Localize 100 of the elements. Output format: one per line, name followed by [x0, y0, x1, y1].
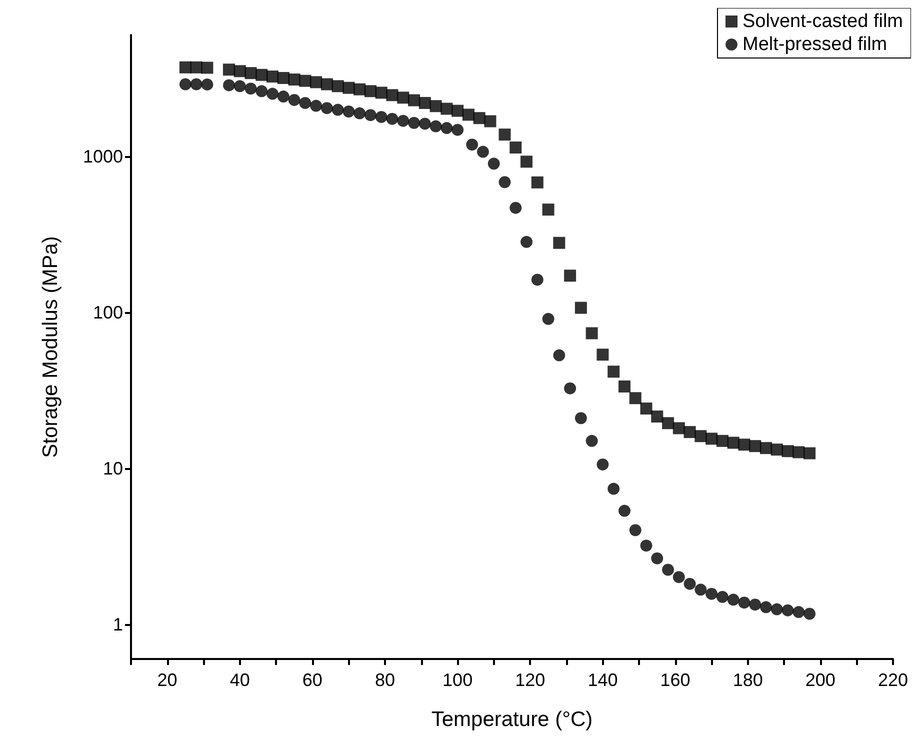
point [629, 524, 642, 536]
point [288, 94, 300, 106]
point [749, 598, 762, 611]
point [462, 108, 474, 121]
point [430, 120, 442, 132]
point [520, 236, 533, 248]
point [694, 430, 707, 442]
point [760, 442, 772, 454]
point [662, 564, 674, 576]
point [770, 603, 783, 616]
point [531, 176, 544, 188]
x-tick-label: 140 [588, 670, 618, 690]
point [608, 366, 620, 378]
point [651, 410, 664, 423]
point [618, 504, 630, 517]
point [706, 588, 718, 600]
point [586, 434, 598, 447]
point [277, 90, 290, 103]
x-tick-label: 220 [878, 670, 908, 690]
point [299, 96, 312, 109]
point [672, 571, 685, 584]
point [440, 122, 453, 134]
x-tick-label: 200 [805, 670, 836, 690]
x-tick-label: 100 [442, 670, 473, 690]
point [320, 78, 333, 90]
point [716, 590, 728, 603]
point [375, 86, 388, 99]
point [531, 274, 544, 286]
point [244, 67, 257, 80]
point [201, 62, 214, 74]
point [596, 458, 609, 470]
point [310, 76, 322, 88]
point [672, 422, 685, 434]
point [629, 392, 642, 404]
point [354, 107, 366, 120]
point [488, 158, 500, 170]
point [662, 417, 674, 430]
point [440, 102, 453, 115]
point [256, 68, 268, 81]
point [397, 114, 410, 127]
point [484, 115, 496, 128]
point [354, 83, 366, 96]
point [222, 79, 235, 92]
x-tick-label: 20 [157, 670, 178, 690]
x-axis-title: Temperature (°C) [431, 708, 593, 731]
point [564, 270, 576, 282]
point [179, 78, 192, 90]
point [804, 447, 816, 460]
point [738, 596, 750, 609]
point [618, 380, 630, 392]
point [510, 202, 522, 214]
x-tick-label: 40 [230, 670, 250, 690]
point [564, 382, 576, 394]
point [553, 349, 566, 362]
point [476, 146, 489, 158]
point [574, 412, 587, 424]
point [520, 156, 533, 168]
point [222, 64, 235, 76]
point [466, 138, 478, 151]
point [266, 70, 279, 83]
point [375, 110, 388, 123]
point [364, 109, 376, 122]
y-tick-label: 1 [112, 614, 123, 634]
point [574, 302, 587, 314]
point [586, 327, 598, 340]
point [320, 102, 333, 114]
point [640, 540, 652, 552]
legend-label: Solvent-casted film [742, 11, 904, 32]
x-tick-label: 180 [732, 670, 763, 690]
point [364, 85, 376, 98]
point [418, 96, 431, 109]
point [277, 72, 290, 84]
point [684, 426, 696, 438]
point [694, 584, 707, 596]
point [342, 82, 355, 94]
point [608, 482, 620, 495]
point [640, 402, 652, 415]
point [792, 446, 805, 458]
point [596, 348, 609, 361]
point [498, 128, 511, 141]
point [716, 434, 728, 447]
point [510, 142, 522, 154]
legend-label: Melt-pressed film [742, 34, 888, 55]
x-tick-label: 80 [374, 670, 396, 690]
y-tick-label: 1000 [82, 146, 123, 166]
point [408, 116, 420, 129]
point [792, 606, 805, 618]
point [738, 438, 750, 451]
y-tick-label: 10 [102, 458, 123, 478]
point [397, 92, 410, 104]
point [418, 118, 431, 130]
point [542, 312, 554, 325]
point [244, 82, 257, 95]
point [310, 100, 322, 112]
point [386, 112, 398, 125]
point [727, 594, 740, 606]
y-axis-title: Storage Modulus (MPa) [39, 236, 62, 458]
point [452, 124, 464, 136]
point [408, 94, 420, 106]
y-tick-label: 100 [92, 302, 123, 322]
